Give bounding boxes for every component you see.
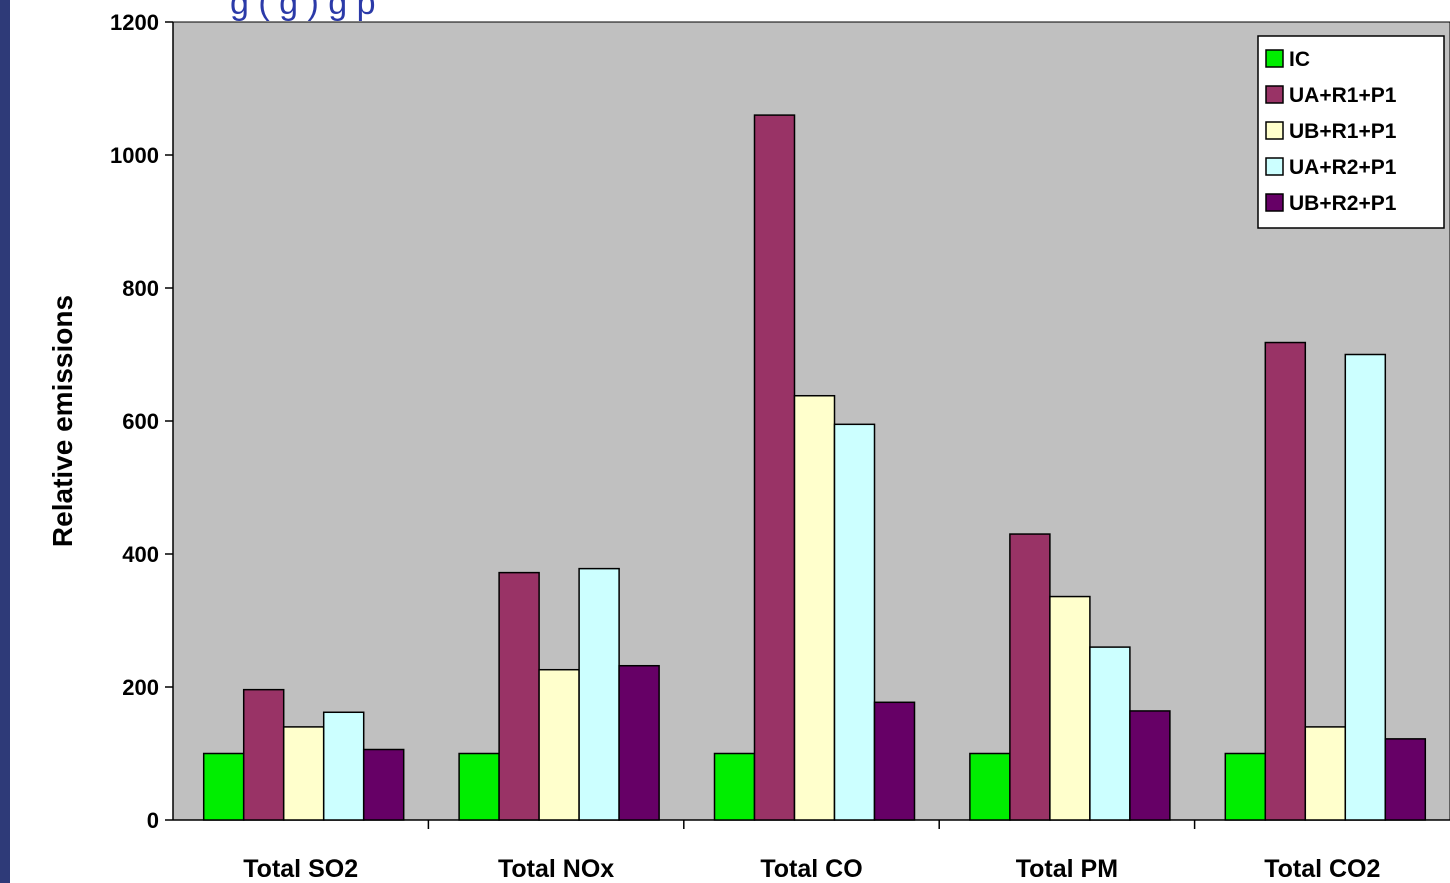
bar [1089, 646, 1131, 821]
bar [1009, 533, 1051, 821]
legend-label: UA+R1+P1 [1289, 84, 1397, 107]
x-category-label: Total CO [760, 855, 862, 883]
bar [1264, 341, 1307, 821]
y-tick-label: 0 [147, 808, 159, 833]
y-tick-label: 200 [122, 675, 159, 700]
y-tick-label: 600 [122, 409, 159, 434]
legend-swatch [1265, 157, 1284, 176]
legend-label: UB+R2+P1 [1289, 192, 1397, 215]
slide-title-partial: g ( g ) g p [230, 0, 376, 22]
legend-swatch [1265, 121, 1284, 140]
y-axis-label: Relative emissions [47, 295, 78, 547]
x-category-label: Total PM [1016, 855, 1118, 883]
legend-swatch [1265, 85, 1284, 104]
bars [202, 114, 1427, 821]
y-tick-label: 1200 [110, 10, 159, 35]
bar [873, 701, 916, 821]
y-tick-label: 400 [122, 542, 159, 567]
x-category-label: Total SO2 [243, 855, 358, 883]
slide-left-band [0, 0, 10, 883]
bar [1384, 738, 1427, 821]
bar [578, 567, 620, 821]
bar [458, 752, 500, 821]
bar [793, 394, 836, 821]
bar [618, 664, 660, 821]
x-ticks: Total SO2 Total NOx Total CO Total PM Total … [243, 820, 1380, 883]
bar [1049, 595, 1091, 821]
bar [833, 423, 876, 821]
legend-label: UB+R1+P1 [1289, 120, 1397, 143]
bar [1304, 726, 1347, 821]
bar [1224, 752, 1267, 821]
bar [1344, 353, 1387, 821]
legend-swatch [1265, 49, 1284, 68]
y-tick-label: 1000 [110, 143, 159, 168]
bar [322, 711, 365, 821]
legend-label: UA+R2+P1 [1289, 156, 1397, 179]
x-category-label: Total NOx [498, 855, 614, 883]
legend-swatch [1265, 193, 1284, 212]
bar [362, 748, 405, 821]
bar [969, 752, 1011, 821]
bar [498, 571, 540, 821]
bar [242, 688, 285, 821]
bar [202, 752, 245, 821]
legend-label: IC [1289, 48, 1310, 71]
y-ticks: 0 200 400 600 800 1000 1200 [110, 10, 173, 833]
legend-box [1257, 35, 1445, 229]
bar [1129, 710, 1171, 821]
bar [282, 726, 325, 821]
x-category-label: Total CO2 [1264, 855, 1380, 883]
bar [538, 668, 580, 821]
bar [753, 114, 796, 821]
legend: IC UA+R1+P1 UB+R1+P1 UA+R2+P1 UB+R2+P1 [1257, 35, 1445, 229]
bar [713, 752, 756, 821]
y-tick-label: 800 [122, 276, 159, 301]
